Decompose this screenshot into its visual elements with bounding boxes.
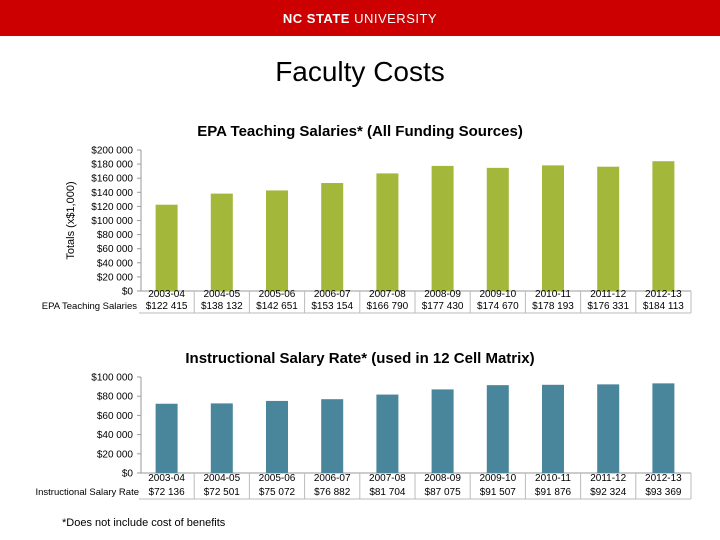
category-label: 2004-05 — [203, 473, 240, 484]
category-label: 2007-08 — [369, 473, 406, 484]
data-label: $93 369 — [645, 487, 682, 498]
bar — [376, 173, 399, 291]
data-label: $81 704 — [369, 487, 406, 498]
data-label: $153 154 — [311, 301, 353, 312]
y-tick-label: $40 000 — [97, 258, 134, 269]
bar — [266, 190, 288, 291]
category-label: 2006-07 — [314, 289, 351, 300]
category-label: 2008-09 — [424, 473, 461, 484]
bar — [542, 384, 564, 473]
bar — [597, 166, 620, 291]
bar — [431, 389, 454, 473]
category-label: 2011-12 — [590, 473, 626, 484]
y-tick-label: $180 000 — [91, 160, 133, 171]
category-label: 2004-05 — [203, 289, 240, 300]
data-label: $91 507 — [480, 487, 517, 498]
y-tick-label: $60 000 — [97, 411, 134, 422]
data-label: $87 075 — [425, 487, 462, 498]
bar — [486, 385, 509, 473]
category-label: 2009-10 — [479, 289, 516, 300]
bar — [155, 403, 178, 473]
bar — [266, 400, 288, 473]
category-label: 2010-11 — [535, 289, 571, 300]
y-tick-label: $100 000 — [91, 373, 133, 384]
y-axis-label: Totals (x$1,000) — [65, 181, 77, 259]
y-tick-label: $20 000 — [97, 449, 134, 460]
data-label: $184 113 — [643, 301, 684, 312]
y-tick-label: $160 000 — [91, 174, 133, 185]
data-label: $177 430 — [422, 301, 464, 312]
bar — [376, 394, 399, 473]
university-banner: NC STATE UNIVERSITY — [0, 0, 720, 36]
chart-title: Instructional Salary Rate* (used in 12 C… — [185, 350, 534, 367]
y-tick-label: $80 000 — [97, 230, 134, 241]
category-label: 2006-07 — [314, 473, 351, 484]
data-label: $174 670 — [477, 301, 519, 312]
category-label: 2005-06 — [259, 473, 296, 484]
bar — [210, 193, 233, 291]
bar — [652, 383, 675, 473]
series-row-label: Instructional Salary Rate — [36, 487, 140, 498]
data-label: $122 415 — [146, 301, 188, 312]
category-label: 2010-11 — [535, 473, 571, 484]
y-tick-label: $60 000 — [97, 244, 134, 255]
bar — [652, 161, 675, 291]
category-label: 2012-13 — [645, 473, 682, 484]
y-tick-label: $40 000 — [97, 430, 134, 441]
y-tick-label: $200 000 — [91, 146, 133, 157]
y-tick-label: $0 — [122, 469, 134, 480]
footnote: *Does not include cost of benefits — [62, 517, 226, 529]
category-label: 2012-13 — [645, 289, 682, 300]
bar — [155, 204, 178, 291]
bar — [321, 399, 344, 473]
data-label: $92 324 — [590, 487, 627, 498]
y-tick-label: $0 — [122, 287, 134, 298]
bar — [486, 167, 509, 291]
series-row-label: EPA Teaching Salaries — [42, 301, 137, 312]
category-label: 2011-12 — [590, 289, 626, 300]
category-label: 2009-10 — [479, 473, 516, 484]
category-label: 2008-09 — [424, 289, 461, 300]
data-label: $176 331 — [587, 301, 629, 312]
data-label: $75 072 — [259, 487, 296, 498]
data-label: $142 651 — [256, 301, 298, 312]
page-title: Faculty Costs — [275, 56, 445, 87]
chart-title: EPA Teaching Salaries* (All Funding Sour… — [197, 123, 523, 140]
y-tick-label: $120 000 — [91, 202, 133, 213]
data-label: $91 876 — [535, 487, 572, 498]
category-label: 2003-04 — [148, 473, 185, 484]
category-label: 2005-06 — [259, 289, 296, 300]
data-label: $178 193 — [532, 301, 574, 312]
data-label: $76 882 — [314, 487, 351, 498]
bar — [597, 384, 620, 473]
data-label: $72 501 — [204, 487, 241, 498]
bar — [321, 183, 344, 291]
y-tick-label: $100 000 — [91, 216, 133, 227]
data-label: $138 132 — [201, 301, 243, 312]
logo-light: UNIVERSITY — [349, 10, 438, 26]
y-tick-label: $80 000 — [97, 392, 134, 403]
bar — [542, 165, 564, 291]
category-label: 2003-04 — [148, 289, 185, 300]
y-tick-label: $140 000 — [91, 188, 133, 199]
bar — [210, 403, 233, 473]
y-tick-label: $20 000 — [97, 272, 134, 283]
data-label: $166 790 — [367, 301, 409, 312]
data-label: $72 136 — [149, 487, 186, 498]
logo-strong: NC STATE — [282, 10, 350, 26]
bar — [431, 165, 454, 291]
category-label: 2007-08 — [369, 289, 406, 300]
university-logo: NC STATE UNIVERSITY — [283, 11, 437, 26]
